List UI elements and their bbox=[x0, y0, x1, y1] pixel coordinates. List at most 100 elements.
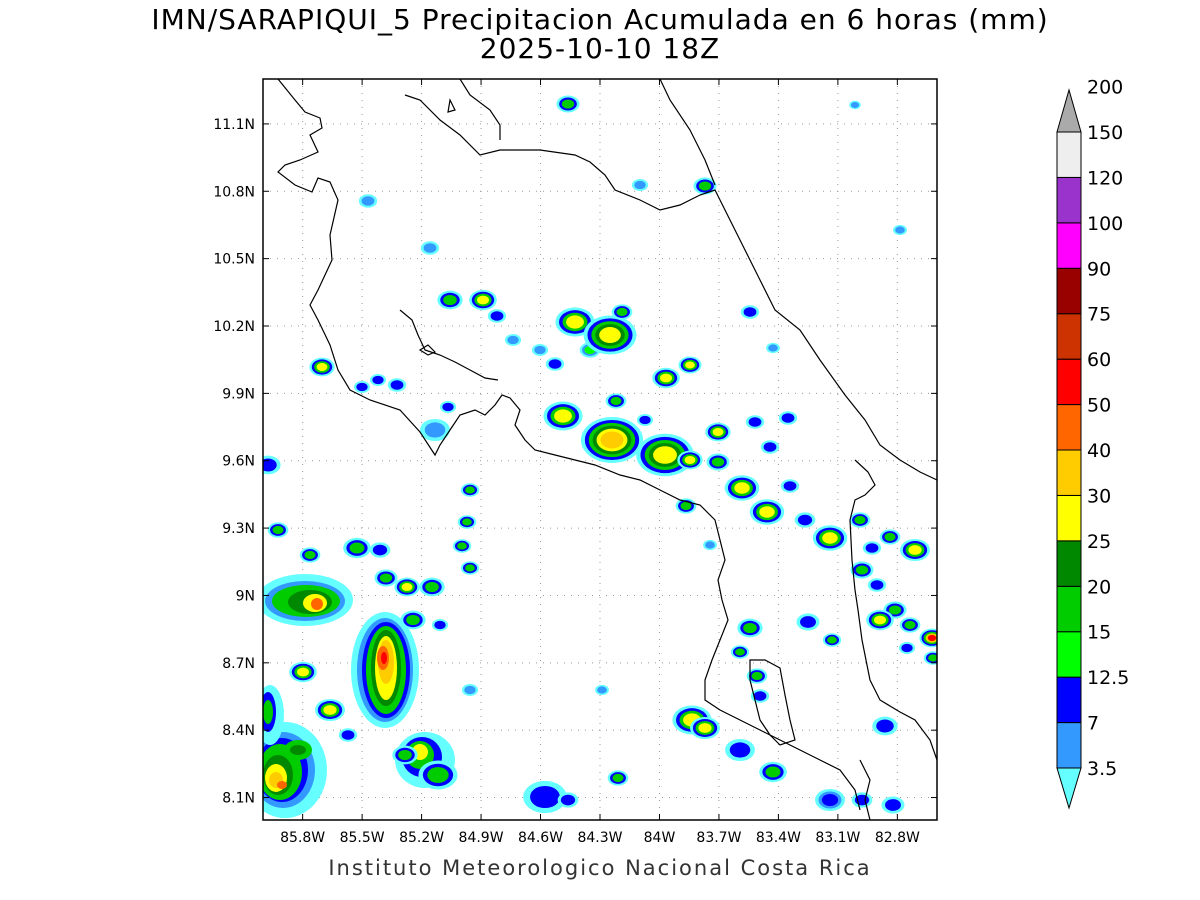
colorbar-swatch bbox=[1056, 404, 1082, 451]
rain-cell bbox=[821, 793, 839, 807]
rain-cell bbox=[908, 545, 922, 555]
rain-cell bbox=[554, 409, 572, 423]
colorbar-label: 3.5 bbox=[1087, 758, 1117, 780]
colorbar-label: 15 bbox=[1087, 622, 1111, 644]
longitude-tick-label: 84.3W bbox=[577, 830, 622, 846]
rain-cell bbox=[763, 442, 777, 452]
longitude-tick-label: 84.9W bbox=[459, 830, 504, 846]
rain-cell bbox=[712, 428, 724, 436]
colorbar-swatch bbox=[1056, 767, 1082, 810]
colorbar-swatch bbox=[1056, 449, 1082, 496]
colorbar-label: 25 bbox=[1087, 531, 1111, 553]
rain-cell bbox=[548, 359, 562, 369]
rain-cell bbox=[876, 719, 894, 733]
colorbar-swatch bbox=[1056, 676, 1082, 724]
colorbar-swatch bbox=[1056, 631, 1082, 678]
rain-cell bbox=[874, 615, 886, 625]
rain-cell bbox=[423, 243, 437, 253]
colorbar-swatch bbox=[1056, 313, 1082, 360]
rain-cell bbox=[560, 794, 576, 806]
rain-cell bbox=[781, 413, 795, 423]
colorbar-swatch bbox=[1056, 131, 1082, 178]
rain-cell bbox=[610, 396, 622, 406]
rain-cell bbox=[639, 415, 651, 425]
rain-cell bbox=[406, 614, 420, 626]
rain-cell bbox=[530, 785, 560, 809]
rain-cell bbox=[490, 311, 504, 321]
rain-cell bbox=[660, 373, 672, 383]
rain-cell bbox=[751, 671, 763, 681]
colorbar-label: 7 bbox=[1087, 713, 1099, 735]
longitude-axis: 85.8W 85.5W 85.2W 84.9W 84.6W 84.3W 84W 83.7W 83… bbox=[280, 79, 920, 846]
latitude-tick-label: 8.7N bbox=[222, 656, 255, 672]
longitude-tick-label: 82.8W bbox=[875, 830, 920, 846]
colorbar-swatch bbox=[1056, 358, 1082, 406]
rain-cell bbox=[705, 541, 715, 549]
colorbar-label: 50 bbox=[1087, 395, 1111, 417]
rain-cell bbox=[927, 634, 937, 642]
latitude-tick-label: 9.9N bbox=[222, 386, 255, 402]
rain-cell bbox=[735, 648, 745, 656]
rain-cell bbox=[323, 705, 337, 715]
latitude-axis: 8.1N 8.4N 8.7N 9N 9.3N 9.6N 9.9N 10.2N 10.5N 10.8… bbox=[213, 117, 937, 807]
colorbar-swatch bbox=[1056, 494, 1082, 542]
rain-cell bbox=[507, 335, 519, 345]
colorbar-swatch bbox=[1056, 88, 1082, 133]
longitude-tick-label: 83.4W bbox=[756, 830, 801, 846]
map-subtitle: 2025-10-10 18Z bbox=[479, 32, 721, 65]
rain-cell bbox=[850, 101, 860, 109]
colorbar-label: 200 bbox=[1087, 77, 1123, 99]
rain-cell bbox=[612, 773, 624, 783]
rain-cell-cluster-osa-west bbox=[351, 612, 455, 788]
rain-cell bbox=[827, 636, 837, 644]
rain-cell bbox=[401, 583, 413, 591]
colorbar: 3.5 7 12.5 15 20 25 30 40 50 60 75 90 100 120 150 200 bbox=[1056, 77, 1129, 810]
colorbar-label: 120 bbox=[1087, 167, 1123, 189]
rain-cell bbox=[698, 723, 712, 733]
latitude-tick-label: 11.1N bbox=[213, 117, 255, 133]
rain-cell bbox=[372, 544, 388, 556]
rain-cell bbox=[901, 643, 913, 653]
rain-cell bbox=[599, 327, 621, 343]
rain-cell bbox=[566, 315, 584, 329]
rain-cell bbox=[653, 446, 677, 464]
latitude-tick-label: 10.2N bbox=[213, 319, 255, 335]
rain-cell bbox=[477, 295, 489, 305]
latitude-tick-label: 9.6N bbox=[222, 454, 255, 470]
colorbar-swatch bbox=[1056, 267, 1082, 315]
rain-cell bbox=[534, 345, 546, 355]
rain-cell bbox=[465, 564, 475, 572]
colorbar-label: 60 bbox=[1087, 349, 1111, 371]
rain-cell bbox=[304, 550, 316, 560]
rain-cell bbox=[711, 457, 725, 467]
rain-cell bbox=[316, 363, 328, 371]
rain-cell bbox=[885, 799, 901, 811]
rain-cell bbox=[685, 361, 695, 369]
longitude-tick-label: 83.1W bbox=[815, 830, 860, 846]
colorbar-swatch bbox=[1056, 176, 1082, 224]
rain-cell bbox=[684, 456, 696, 464]
longitude-tick-label: 83.7W bbox=[696, 830, 741, 846]
rain-cell bbox=[297, 667, 309, 677]
rain-cell bbox=[928, 654, 937, 662]
colorbar-label: 30 bbox=[1087, 485, 1111, 507]
latitude-tick-label: 8.1N bbox=[222, 791, 255, 807]
latitude-tick-label: 10.8N bbox=[213, 184, 255, 200]
rain-cell bbox=[597, 686, 607, 694]
rain-cells-scattered bbox=[263, 95, 937, 814]
rain-cell-cluster-w bbox=[263, 574, 353, 626]
rain-cell bbox=[854, 515, 866, 525]
footer-credit: Instituto Meteorologico Nacional Costa R… bbox=[328, 856, 872, 880]
latitude-tick-label: 10.5N bbox=[213, 252, 255, 268]
rain-cell bbox=[464, 685, 476, 695]
latitude-tick-label: 9.3N bbox=[222, 521, 255, 537]
rain-cell bbox=[442, 402, 454, 412]
longitude-tick-label: 84.6W bbox=[518, 830, 563, 846]
longitude-tick-label: 84W bbox=[644, 830, 676, 846]
rain-cell bbox=[895, 226, 905, 234]
colorbar-label: 40 bbox=[1087, 440, 1111, 462]
rain-cell bbox=[372, 375, 384, 385]
colorbar-label: 100 bbox=[1087, 213, 1123, 235]
rain-cell bbox=[361, 196, 375, 206]
rain-cell bbox=[390, 380, 404, 390]
